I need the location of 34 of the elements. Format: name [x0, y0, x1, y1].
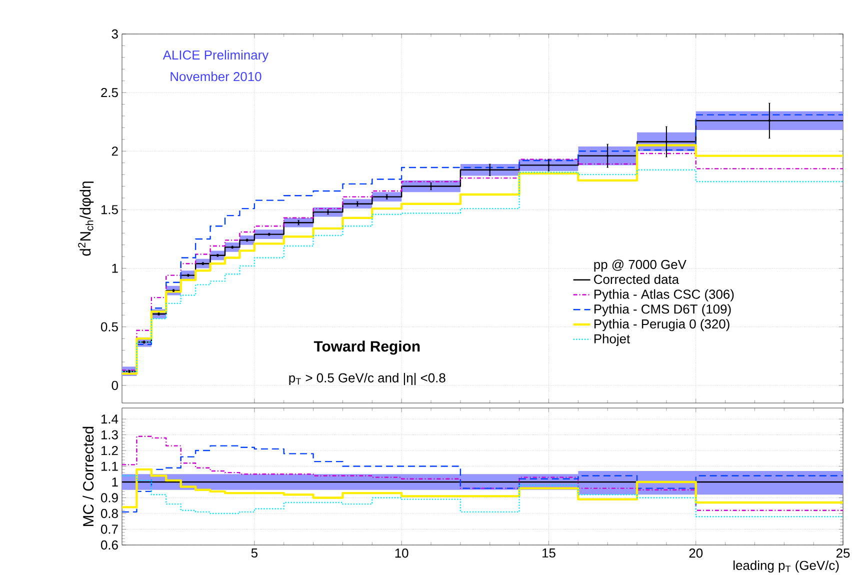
- y-tick-label: 1.4: [101, 414, 118, 424]
- y-tick-label: 1.2: [101, 446, 118, 456]
- legend-label: Phojet: [594, 334, 630, 346]
- y-axis-title: MC / Corrected: [82, 426, 94, 526]
- x-tick-label: 10: [395, 548, 408, 558]
- annotation: November 2010: [170, 72, 262, 82]
- y-tick-label: 1.5: [101, 205, 118, 214]
- y-tick-label: 1.3: [101, 430, 118, 440]
- annotation: ALICE Preliminary: [162, 50, 269, 62]
- y-tick-label: 3: [112, 29, 118, 39]
- legend-label: Corrected data: [594, 274, 680, 284]
- legend-label: Pythia - CMS D6T (109): [594, 304, 731, 316]
- legend-title: pp @ 7000 GeV: [594, 260, 686, 272]
- y-tick-label: 2.5: [101, 88, 118, 98]
- y-tick-label: 0.7: [100, 524, 118, 534]
- y-axis-title: d$^{2}$N$_{ch}$/dφdη: [78, 182, 94, 256]
- y-tick-label: 0: [112, 380, 118, 390]
- y-tick-label: 0.8: [100, 508, 118, 518]
- y-tick-label: 0.9: [100, 493, 118, 502]
- y-tick-label: 1: [112, 264, 118, 273]
- y-tick-label: 1.1: [101, 462, 118, 471]
- x-tick-label: 20: [689, 548, 703, 558]
- annotation: p$_{T}$ > 0.5 GeV/c and |η| <0.8: [289, 372, 446, 386]
- annotation: Toward Region: [314, 340, 420, 355]
- y-tick-label: 0.5: [100, 322, 118, 332]
- y-tick-label: 2: [112, 146, 118, 156]
- legend-label: Pythia - Perugia 0 (320): [594, 319, 730, 332]
- y-tick-label: 0.6: [100, 540, 118, 550]
- x-tick-label: 5: [251, 548, 258, 558]
- x-axis-title: leading p$_{T}$ (GeV/c): [734, 560, 839, 573]
- legend-label: Pythia - Atlas CSC (306): [594, 289, 734, 302]
- y-tick-label: 1: [112, 478, 118, 486]
- x-tick-label: 25: [836, 548, 850, 558]
- x-tick-label: 15: [542, 548, 556, 558]
